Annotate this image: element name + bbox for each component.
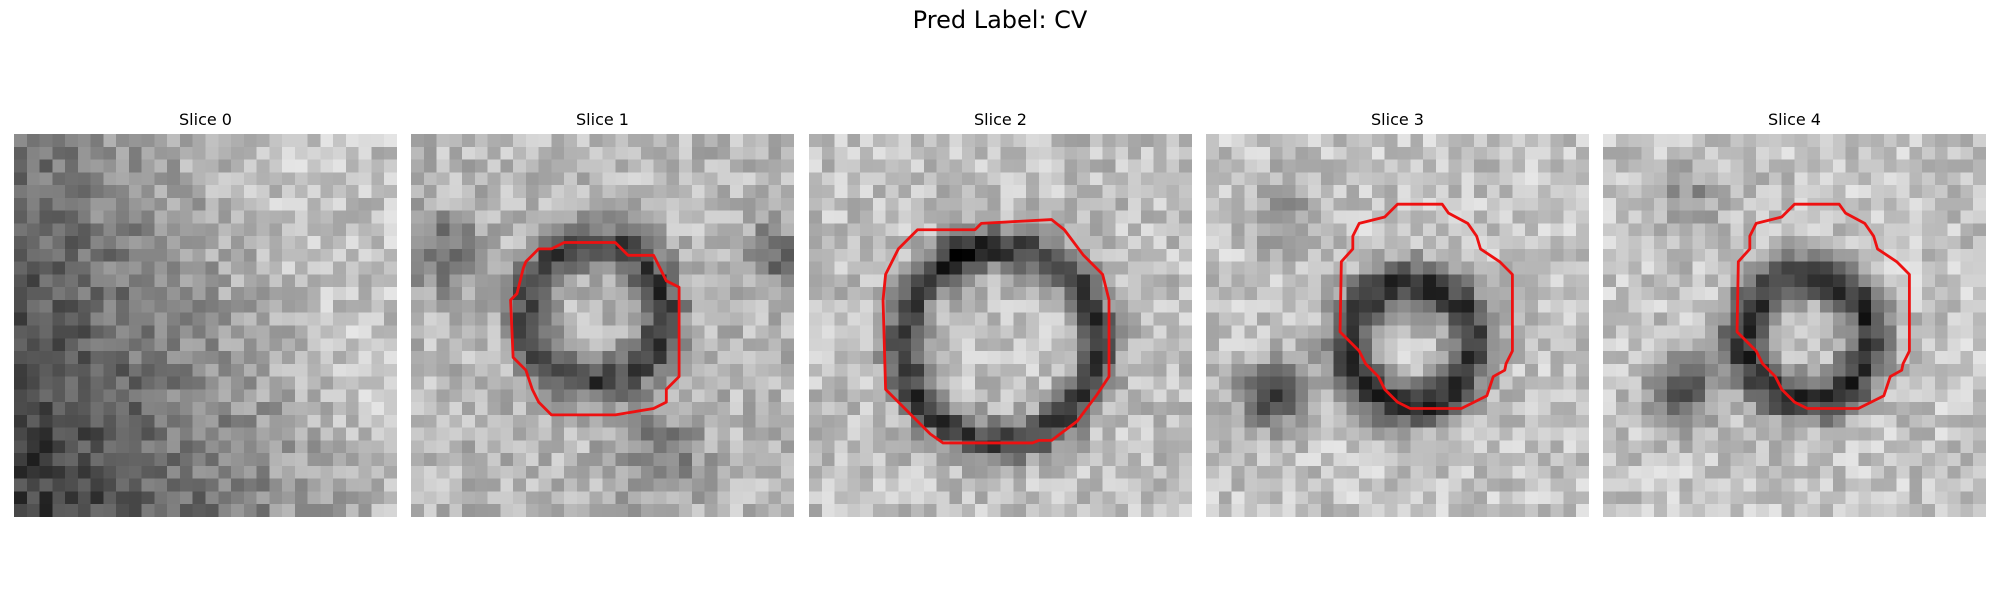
figure-title: Pred Label: CV [912,6,1088,34]
slice-title-4: Slice 4 [1768,110,1821,129]
slice-title-0: Slice 0 [179,110,232,129]
slice-image-2 [809,134,1192,517]
segmentation-contour [1338,202,1514,410]
pixel-grid [411,134,794,517]
slice-panel-4: Slice 4 [1603,110,1986,517]
segmentation-contour [881,218,1111,445]
slice-image-1 [411,134,794,517]
slice-panel-2: Slice 2 [809,110,1192,517]
slice-panel-3: Slice 3 [1206,110,1589,517]
slice-image-0 [14,134,397,517]
segmentation-contour [509,241,681,417]
pixel-grid [14,134,397,517]
segmentation-contour [1735,202,1911,410]
slice-title-1: Slice 1 [576,110,629,129]
slice-panel-0: Slice 0 [14,110,397,517]
slice-image-3 [1206,134,1589,517]
slice-image-4 [1603,134,1986,517]
pixel-grid [809,134,1192,517]
slice-title-2: Slice 2 [974,110,1027,129]
slice-panel-1: Slice 1 [411,110,794,517]
pixel-grid [1603,134,1986,517]
pixel-grid [1206,134,1589,517]
slice-title-3: Slice 3 [1371,110,1424,129]
